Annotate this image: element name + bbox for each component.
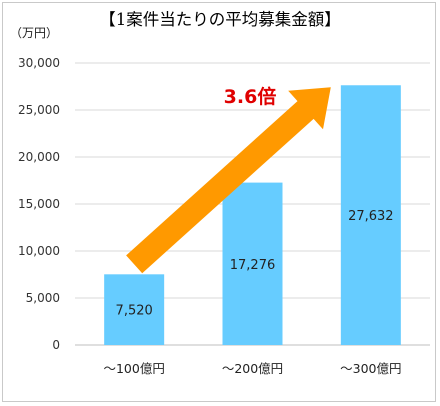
bar	[222, 182, 283, 345]
chart-title: 【1案件当たりの平均募集金額】	[99, 10, 341, 29]
y-axis-unit: （万円）	[10, 26, 59, 40]
x-tick-label: ～200億円	[222, 361, 283, 376]
y-tick-label: 30,000	[18, 56, 60, 70]
data-label: 7,520	[116, 304, 153, 319]
x-tick-label: ～300億円	[340, 361, 401, 376]
y-tick-label: 5,000	[26, 291, 60, 305]
y-tick-label: 15,000	[18, 197, 60, 211]
data-label: 27,632	[348, 209, 394, 224]
y-tick-label: 20,000	[18, 150, 60, 164]
data-label: 17,276	[230, 258, 276, 273]
x-tick-label: ～100億円	[103, 361, 164, 376]
y-tick-label: 10,000	[18, 244, 60, 258]
bar	[104, 274, 165, 345]
y-tick-label: 0	[52, 338, 60, 352]
growth-annotation: 3.6倍	[224, 85, 277, 108]
bar	[340, 85, 401, 345]
y-tick-label: 25,000	[18, 103, 60, 117]
growth-arrow	[126, 87, 331, 274]
